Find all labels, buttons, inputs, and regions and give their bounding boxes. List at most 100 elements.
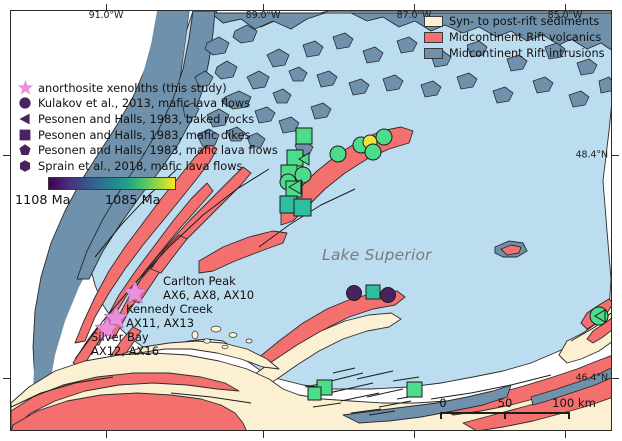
site-annotation-silver-bay: Silver Bay AX12, AX16 (91, 330, 160, 358)
legend-label: Pesonen and Halls, 1983, baked rocks (38, 111, 255, 126)
sample-marker-square (293, 198, 312, 217)
tick-mark-right (612, 155, 619, 156)
tick-label-lon-85w: 85.0°W (547, 10, 583, 21)
island-patch-2 (500, 244, 522, 256)
tick-label-lon-87w: 87.0°W (396, 10, 432, 21)
sample-marker-left-triangle (594, 309, 606, 323)
sediments-south-coast-lobe (118, 340, 280, 370)
site-name: Carlton Peak (163, 274, 236, 288)
tick-mark-top (263, 4, 264, 11)
scale-label-0: 0 (439, 396, 447, 410)
legend-row-pesonen-baked-rocks: Pesonen and Halls, 1983, baked rocks (12, 111, 278, 127)
hexagon-marker-icon (12, 159, 38, 173)
sediments-east-shore (558, 303, 611, 364)
sample-marker-legend: anorthosite xenoliths (this study) Kulak… (12, 80, 278, 174)
geologic-map (11, 11, 611, 430)
sediments-swatch (424, 16, 443, 27)
age-colorbar: 1108 Ma 1085 Ma (15, 177, 176, 208)
legend-row-pesonen-mafic-lava-flows: Pesonen and Halls, 1983, mafic lava flow… (12, 142, 278, 158)
scale-tick (568, 412, 570, 419)
scale-bar: 0 50 100 km (439, 396, 596, 420)
mcr-volcanics-sliver-2 (150, 234, 188, 274)
sample-marker-square (365, 284, 381, 300)
mcr-volcanics-lake-pod (198, 230, 288, 274)
scale-bar-labels: 0 50 100 km (439, 396, 596, 410)
intrusions-label: Midcontinent Rift intrusions (449, 47, 605, 60)
tick-mark-bottom (565, 431, 566, 438)
site-samples: AX6, AX8, AX10 (163, 287, 255, 302)
xenolith-star (94, 316, 120, 340)
site-name: Silver Bay (91, 330, 149, 344)
tick-mark-left (3, 155, 10, 156)
scale-tick (504, 412, 506, 419)
legend-label: anorthosite xenoliths (this study) (38, 80, 227, 95)
left-triangle-marker-icon (12, 112, 38, 126)
mcr-volcanics-south-band-1 (11, 372, 240, 430)
tick-mark-bottom (106, 431, 107, 438)
legend-label: Pesonen and Halls, 1983, mafic lava flow… (38, 143, 278, 158)
tick-mark-top (565, 4, 566, 11)
legend-row-anorthosite-xenoliths: anorthosite xenoliths (this study) (12, 80, 278, 96)
legend-row-volcanics: Midcontinent Rift volcanics (424, 30, 605, 45)
scale-label-100: 100 km (552, 396, 596, 410)
site-samples: AX11, AX13 (126, 315, 195, 330)
site-annotation-carlton-peak: Carlton Peak AX6, AX8, AX10 (163, 274, 255, 302)
intrusions-swatch (424, 48, 443, 59)
site-annotation-kennedy-creek: Kennedy Creek AX11, AX13 (126, 302, 213, 330)
mcr-volcanics-south-band-2 (11, 392, 247, 430)
square-marker-icon (12, 128, 38, 142)
tick-label-lat-464n: 46.4°N (575, 372, 609, 384)
pentagon-marker-icon (12, 143, 38, 157)
map-panel: Lake Superior Carlton Peak AX6, AX8, AX1… (10, 10, 612, 431)
legend-row-sediments: Syn- to post-rift sediments (424, 14, 605, 29)
legend-row-pesonen-mafic-dikes: Pesonen and Halls, 1983, mafic dikes (12, 127, 278, 143)
lake-island-dots (191, 325, 253, 350)
tick-label-lat-484n: 48.4°N (575, 149, 609, 161)
circle-marker-icon (12, 96, 38, 110)
legend-label: Pesonen and Halls, 1983, mafic dikes (38, 127, 251, 142)
tick-mark-top (106, 4, 107, 11)
site-name: Kennedy Creek (126, 302, 213, 316)
legend-row-intrusions: Midcontinent Rift intrusions (424, 46, 605, 61)
tick-label-lon-89w: 89.0°W (245, 10, 281, 21)
scale-label-50: 50 (497, 396, 513, 410)
tick-mark-bottom (414, 431, 415, 438)
tick-mark-bottom (263, 431, 264, 438)
tick-mark-left (3, 378, 10, 379)
tick-mark-top (414, 4, 415, 11)
sample-marker-circle (375, 128, 393, 146)
sample-marker-left-triangle (298, 152, 310, 166)
volcanics-label: Midcontinent Rift volcanics (449, 31, 602, 44)
volcanics-swatch (424, 32, 443, 43)
northwest-islands (182, 24, 611, 156)
mcr-intrusions-northwest-body (192, 12, 611, 51)
xenolith-star (103, 305, 129, 329)
sample-marker-circle (380, 287, 396, 303)
fault-traces (11, 168, 611, 408)
colorbar-gradient (48, 177, 176, 190)
keweenaw-peninsula-sediments (250, 312, 402, 390)
sample-marker-square (406, 381, 423, 398)
star-marker-icon (12, 79, 38, 96)
tick-label-lon-91w: 91.0°W (88, 10, 124, 21)
sample-marker-circle (364, 143, 382, 161)
scale-tick (440, 412, 442, 419)
legend-row-kulakov-2013: Kulakov et al., 2013, mafic lava flows (12, 96, 278, 112)
sample-marker-circle (346, 285, 362, 301)
sample-marker-circle (294, 166, 312, 184)
legend-label: Sprain et al., 2018, mafic lava flows (38, 158, 243, 173)
lake-superior-label: Lake Superior (322, 246, 432, 264)
colorbar-low-label: 1108 Ma (15, 193, 71, 208)
mcr-intrusions-south-wedge (342, 384, 512, 424)
map-unit-legend: Syn- to post-rift sediments Midcontinent… (424, 14, 605, 62)
legend-row-sprain-2018: Sprain et al., 2018, mafic lava flows (12, 158, 278, 174)
sediments-label: Syn- to post-rift sediments (449, 15, 600, 28)
sample-markers (94, 127, 609, 401)
xenolith-star (122, 280, 148, 304)
tick-mark-right (612, 378, 619, 379)
sample-marker-circle (329, 145, 347, 163)
scale-bar-graphic (440, 412, 570, 420)
site-samples: AX12, AX16 (91, 343, 160, 358)
sample-marker-left-triangle (288, 179, 302, 195)
